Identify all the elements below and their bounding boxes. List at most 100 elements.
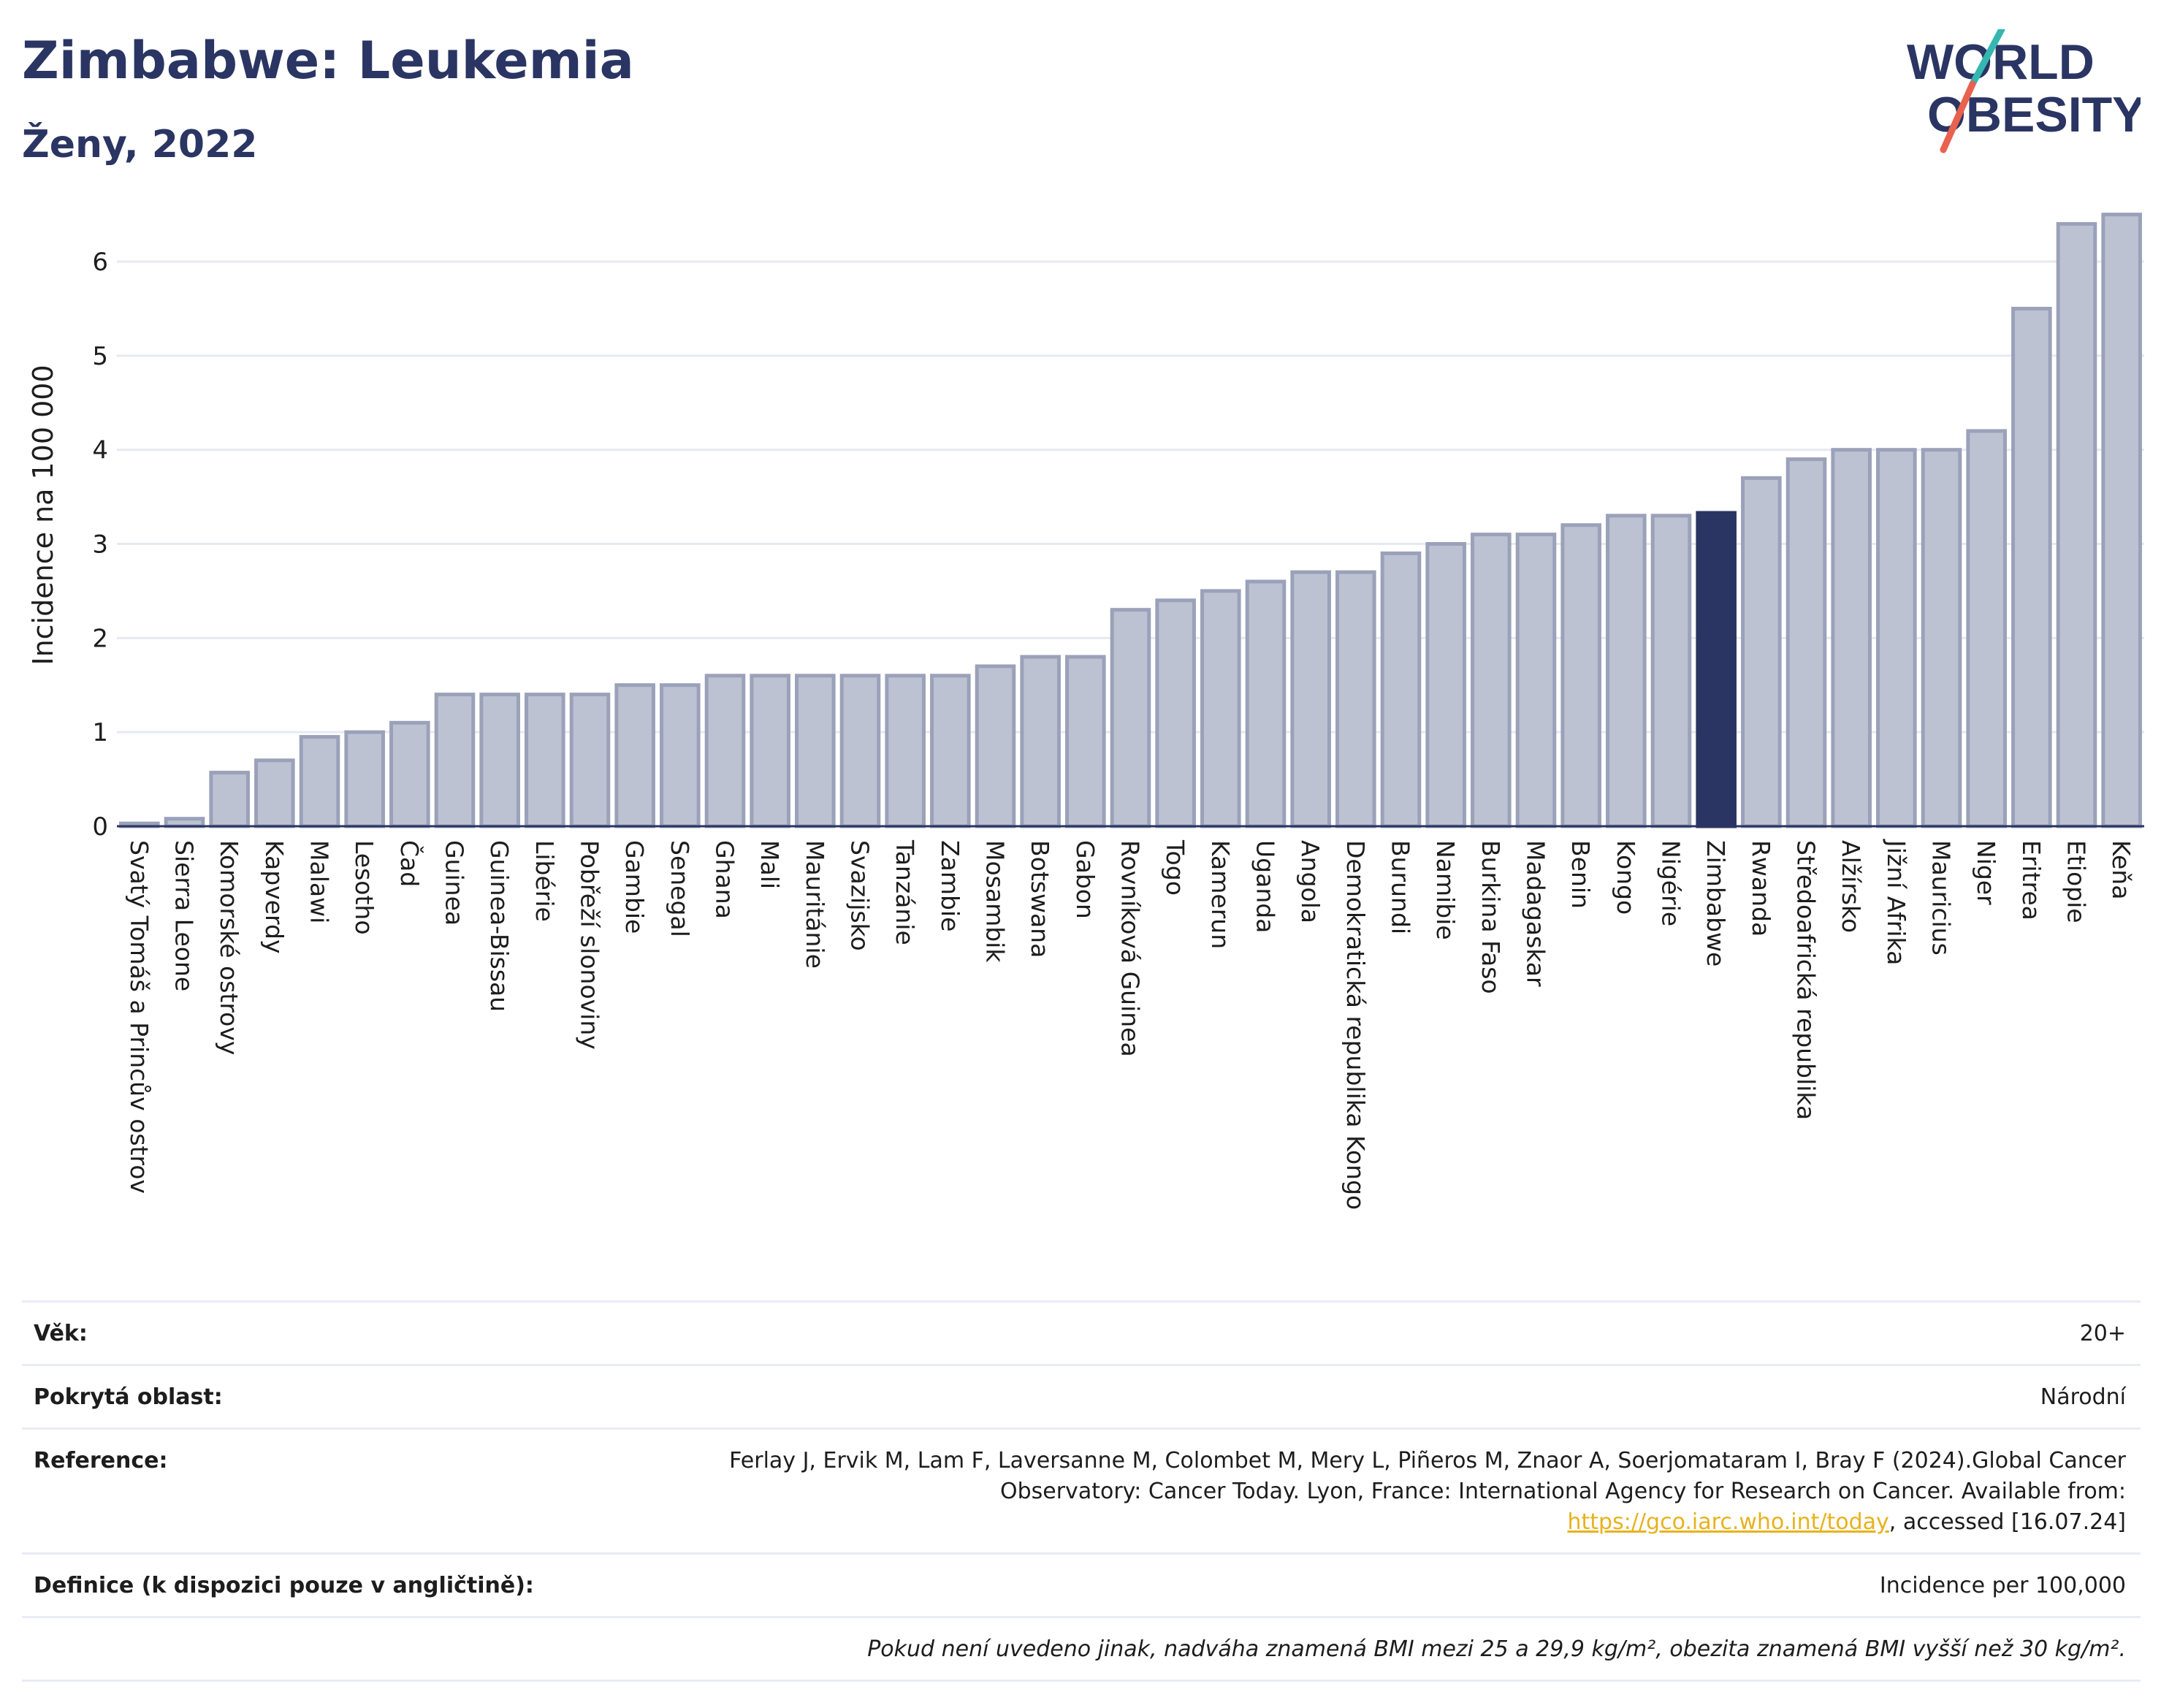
- y-tick-label: 6: [92, 248, 108, 277]
- x-tick-label: Niger: [1972, 840, 2000, 905]
- x-tick-label: Tanzánie: [891, 839, 919, 945]
- x-tick-label: Uganda: [1251, 840, 1280, 933]
- bar: [1471, 533, 1512, 828]
- x-tick-label: Guinea: [441, 840, 469, 926]
- x-tick-label: Alžírsko: [1837, 840, 1865, 933]
- x-tick-label: Kongo: [1612, 840, 1640, 915]
- area-label: Pokrytá oblast:: [34, 1384, 223, 1410]
- page-title: Zimbabwe: Leukemia: [22, 31, 634, 91]
- definition-label: Definice (k dispozici pouze v angličtině…: [34, 1573, 534, 1598]
- bar: [209, 771, 250, 828]
- bar: [614, 683, 655, 828]
- bar: [1741, 476, 1782, 828]
- info-row-area: Pokrytá oblast: Národní: [22, 1364, 2141, 1427]
- x-tick-label: Benin: [1566, 840, 1595, 909]
- y-tick-label: 5: [92, 342, 108, 371]
- logo-line2: OBESITY: [1927, 87, 2141, 142]
- bar: [389, 720, 430, 828]
- x-tick-label: Libérie: [530, 840, 559, 922]
- x-tick-label: Kapverdy: [260, 840, 289, 954]
- bar: [660, 683, 701, 828]
- bar: [299, 735, 340, 828]
- info-row-age: Věk: 20+: [22, 1300, 2141, 1364]
- bar: [1245, 579, 1287, 828]
- x-tick-label: Mosambik: [981, 840, 1010, 963]
- x-tick-label: Pobřeží slonoviny: [576, 840, 604, 1050]
- reference-text: Ferlay J, Ervik M, Lam F, Laversanne M, …: [729, 1448, 2126, 1504]
- x-tick-label: Rovníková Guinea: [1116, 840, 1145, 1057]
- x-tick-label: Senegal: [666, 840, 694, 937]
- bar: [1785, 457, 1827, 828]
- x-axis-labels: Svatý Tomáš a Princův ostrov Sierra Leone…: [125, 839, 2135, 1210]
- x-tick-label: Mauricius: [1927, 840, 1956, 956]
- x-tick-label: Mauritánie: [801, 840, 829, 969]
- world-obesity-logo: WORLD OBESITY: [1907, 29, 2141, 153]
- x-tick-label: Madagaskar: [1522, 840, 1550, 987]
- bar-highlight: [1696, 511, 1737, 828]
- x-tick-label: Kamerun: [1206, 840, 1235, 949]
- x-tick-label: Zambie: [936, 840, 964, 931]
- logo-line1: WORLD: [1907, 34, 2095, 90]
- y-tick-label: 2: [92, 624, 108, 653]
- definition-value: Incidence per 100,000: [1879, 1573, 2126, 1598]
- bar: [1290, 570, 1331, 828]
- bar: [164, 817, 205, 828]
- bar: [704, 674, 746, 828]
- x-tick-label: Zimbabwe: [1701, 840, 1730, 967]
- bar: [1876, 448, 1917, 828]
- y-axis-ticks: 0 1 2 3 4 5 6: [92, 248, 108, 842]
- x-tick-label: Jižní Afrika: [1882, 839, 1910, 965]
- info-row-reference: Reference: Ferlay J, Ervik M, Lam F, Lav…: [22, 1427, 2141, 1552]
- y-tick-label: 3: [92, 530, 108, 560]
- logo-slash-coral: [1940, 80, 1976, 153]
- logo-slash-teal: [1969, 29, 2005, 88]
- reference-link[interactable]: https://gco.iarc.who.int/today: [1567, 1509, 1889, 1535]
- x-tick-label: Togo: [1161, 839, 1189, 896]
- bar: [839, 674, 881, 828]
- x-tick-label: Komorské ostrovy: [215, 840, 243, 1055]
- bar: [1515, 533, 1557, 828]
- bar: [1921, 448, 1962, 828]
- bar: [1606, 514, 1647, 828]
- bar: [2101, 213, 2142, 828]
- x-tick-label: Burundi: [1387, 840, 1415, 934]
- area-value: Národní: [2040, 1384, 2126, 1410]
- x-tick-label: Nigérie: [1657, 840, 1685, 926]
- bar: [1380, 551, 1422, 828]
- bar: [885, 674, 926, 828]
- bar: [750, 674, 790, 828]
- bar: [2011, 306, 2052, 828]
- x-tick-label: Ghana: [711, 840, 739, 919]
- x-tick-label: Mali: [755, 840, 784, 889]
- x-tick-label: Demokratická republika Kongo: [1341, 840, 1370, 1210]
- bar: [1425, 542, 1466, 828]
- bmi-note: Pokud není uvedeno jinak, nadváha znamen…: [867, 1636, 2126, 1662]
- info-table: Věk: 20+ Pokrytá oblast: Národní Referen…: [22, 1300, 2141, 1682]
- reference-suffix: , accessed [16.07.24]: [1889, 1509, 2126, 1535]
- x-tick-label: Rwanda: [1747, 840, 1775, 937]
- x-tick-label: Lesotho: [350, 840, 378, 935]
- bar: [254, 758, 295, 828]
- reference-label: Reference:: [34, 1448, 168, 1473]
- bar: [1335, 570, 1376, 828]
- y-tick-label: 1: [92, 718, 108, 747]
- bar: [1831, 448, 1872, 828]
- x-tick-label: Guinea-Bissau: [485, 840, 514, 1012]
- page-subtitle: Ženy, 2022: [22, 123, 258, 167]
- bar: [1065, 655, 1106, 828]
- x-tick-label: Malawi: [305, 840, 334, 923]
- bar: [525, 693, 565, 828]
- x-tick-label: Svazijsko: [846, 840, 874, 951]
- bar: [434, 693, 476, 828]
- bar-chart: 0 1 2 3 4 5 6 Incidence na 100 000 Svatý Tomáš…: [27, 213, 2144, 1210]
- bar: [795, 674, 836, 828]
- x-tick-label: Sierra Leone: [170, 840, 199, 991]
- age-value: 20+: [2079, 1321, 2126, 1346]
- x-tick-label: Angola: [1296, 840, 1325, 923]
- bar: [569, 693, 611, 828]
- x-tick-label: Svatý Tomáš a Princův ostrov: [125, 840, 153, 1194]
- bar: [930, 674, 971, 828]
- bars: [119, 213, 2142, 828]
- x-tick-label: Etiopie: [2062, 840, 2091, 923]
- bar: [1200, 589, 1241, 828]
